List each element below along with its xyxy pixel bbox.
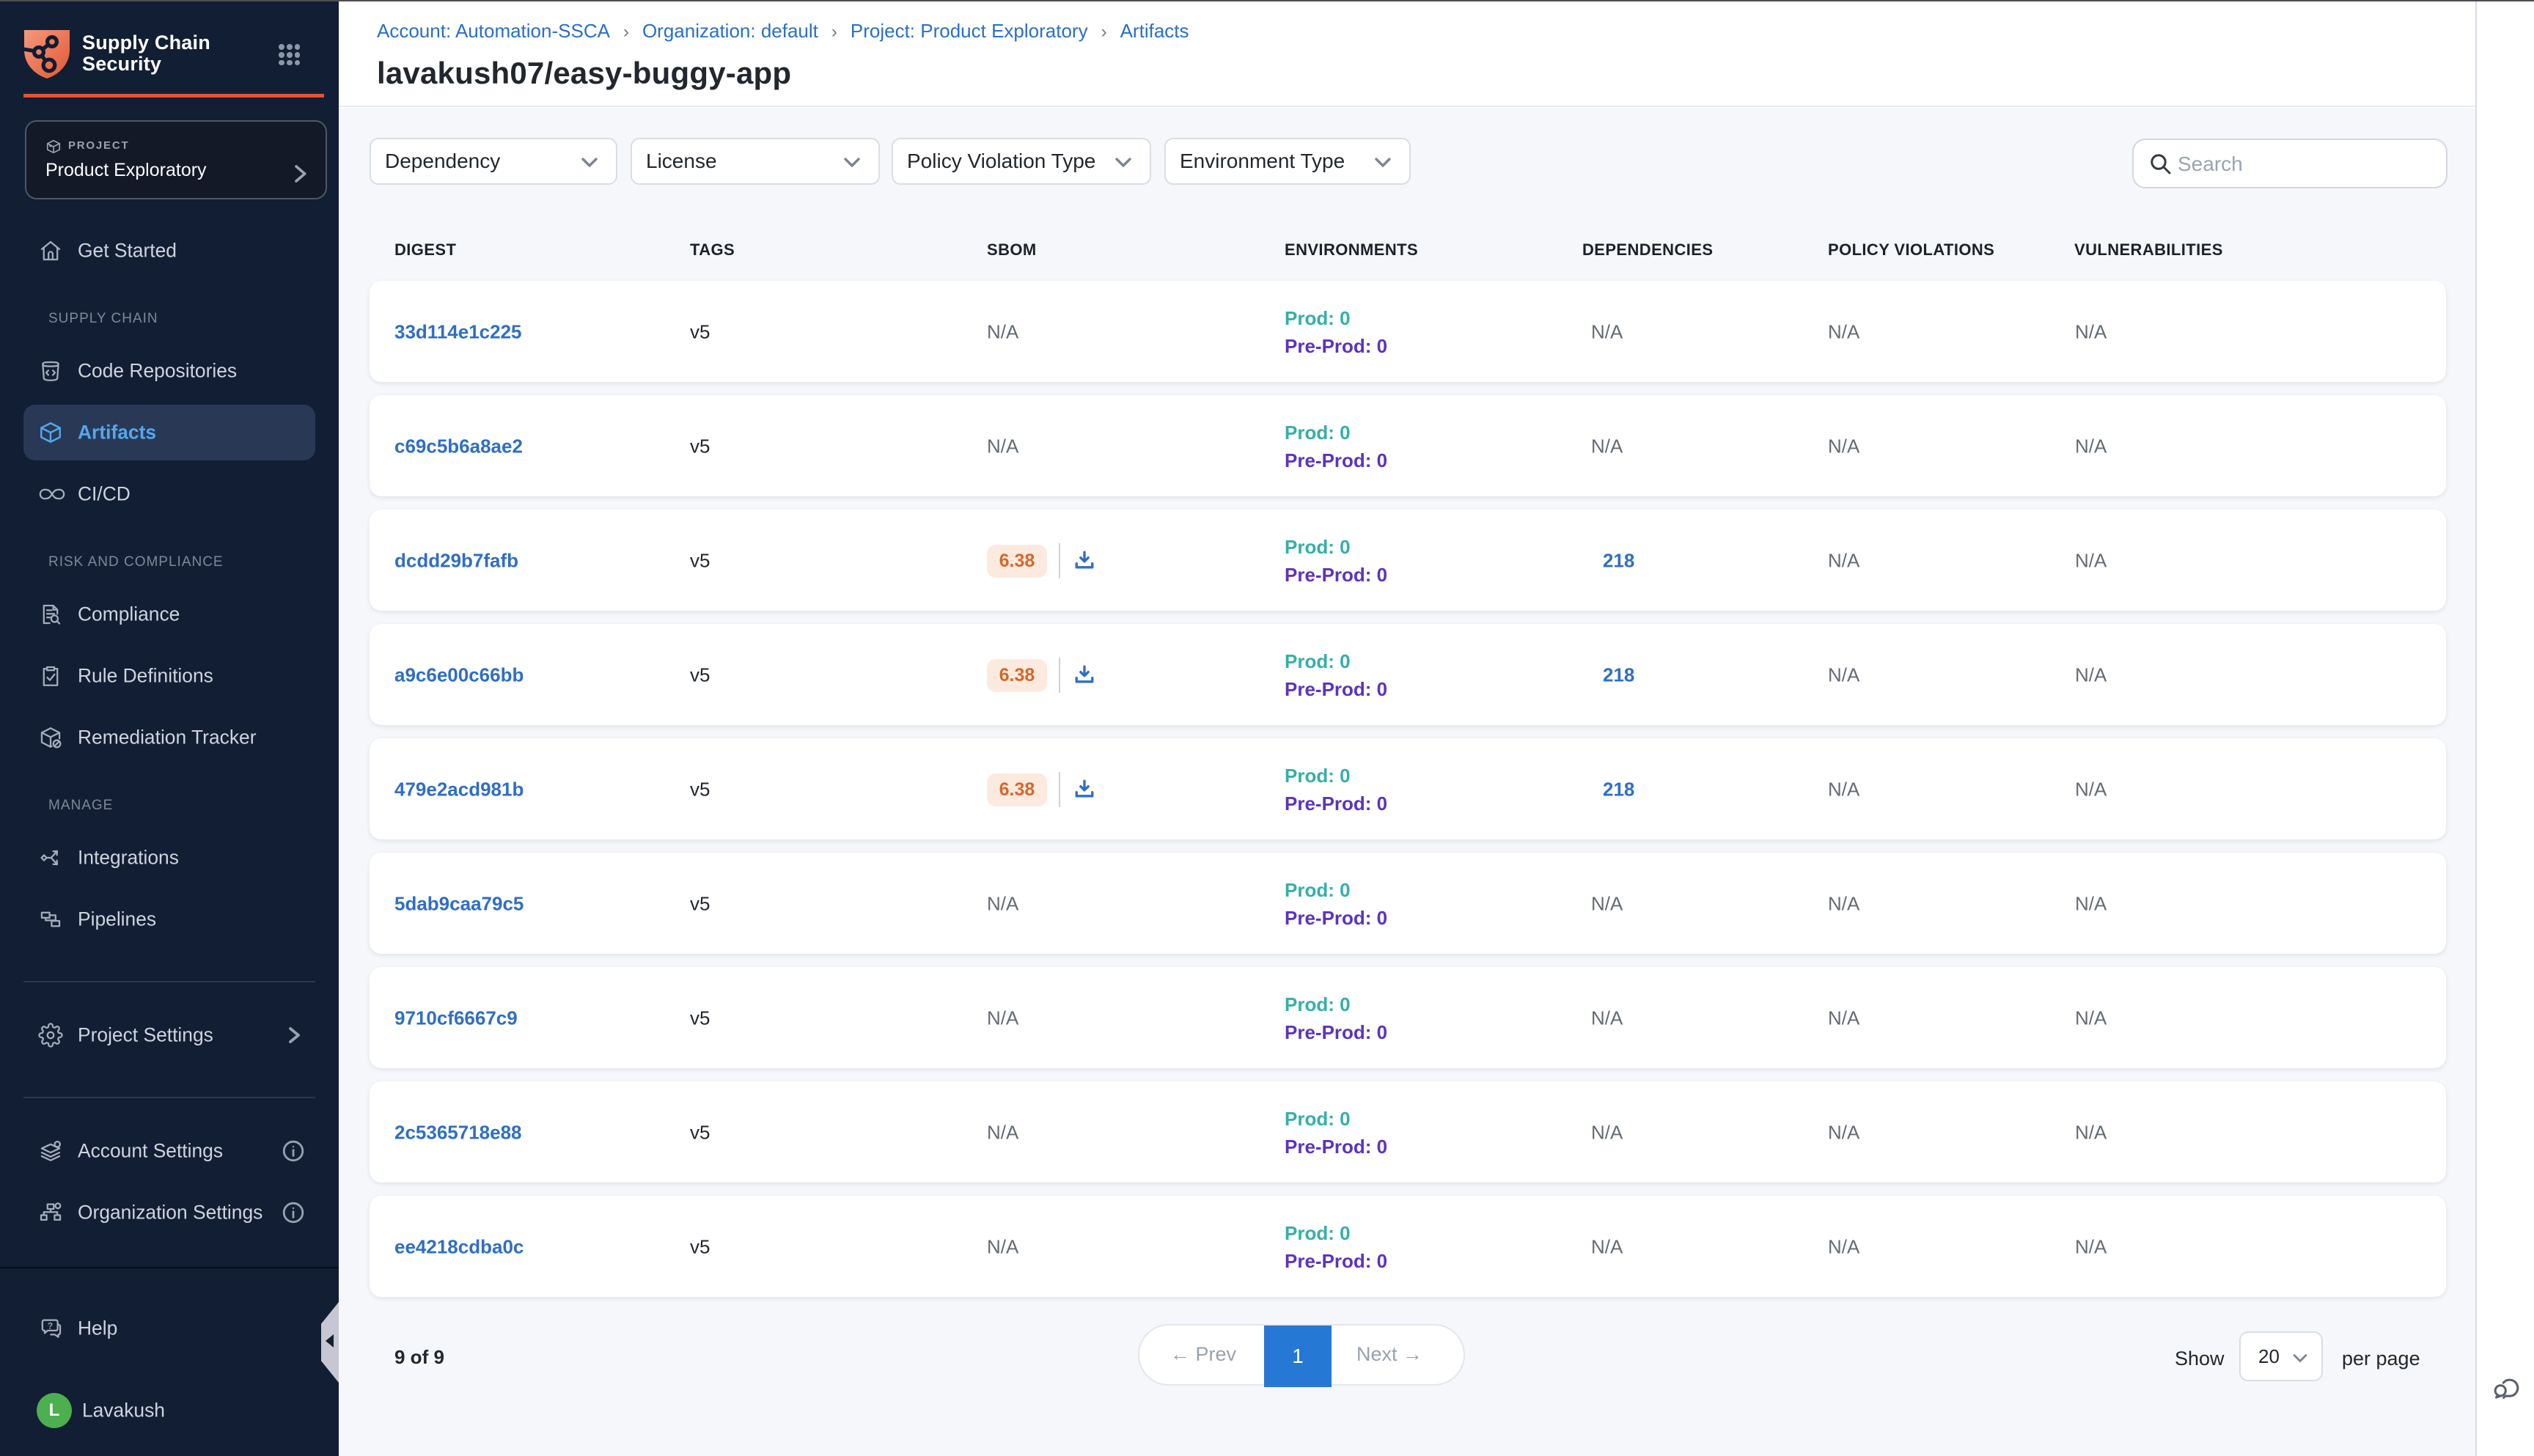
svg-text:?: ? — [48, 1320, 53, 1331]
